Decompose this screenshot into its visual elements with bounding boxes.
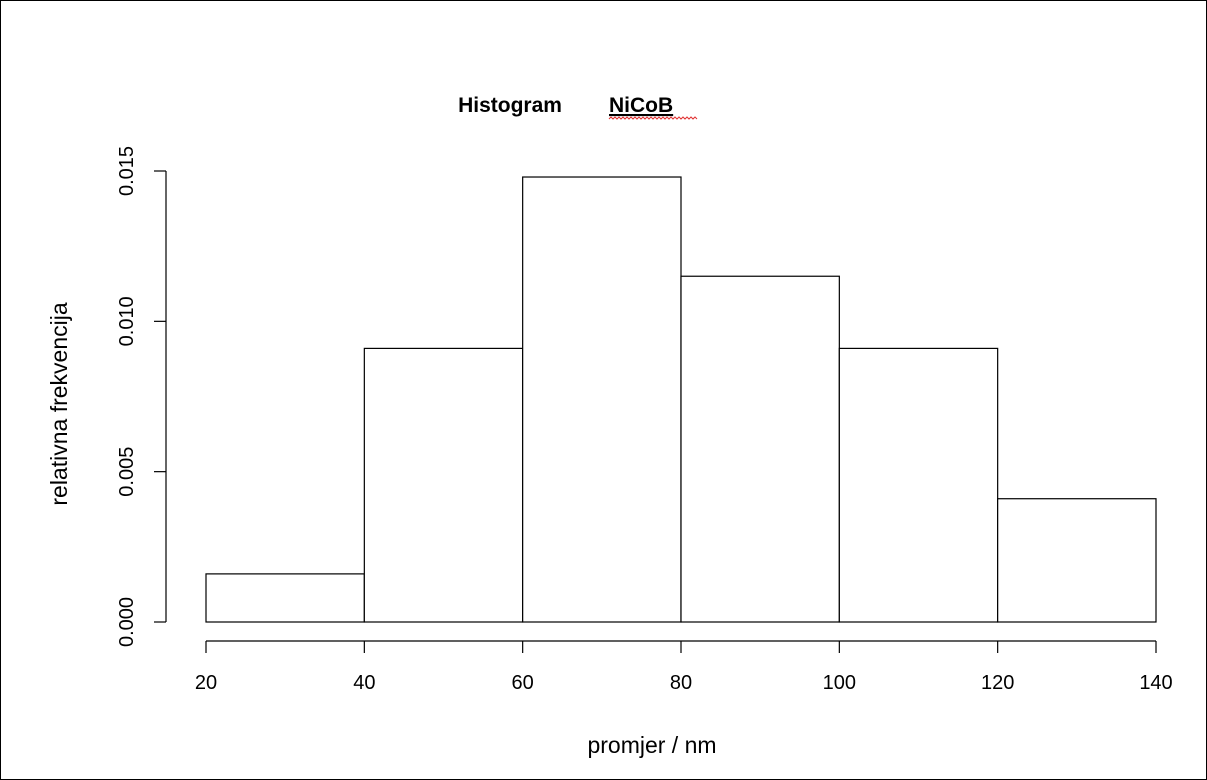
- histogram-bars: [205, 176, 1157, 623]
- histogram-bar-3: [680, 275, 840, 623]
- y-tick-label-2: 0.010: [116, 296, 138, 346]
- x-tick-label-2: 60: [512, 672, 534, 694]
- histogram-bar-2: [522, 176, 682, 623]
- x-axis: 20 40 60 80 100 120 140: [195, 640, 1173, 694]
- y-axis: 0.000 0.005 0.010 0.015: [116, 146, 167, 647]
- histogram-bar-4: [838, 347, 999, 623]
- histogram-bar-1: [363, 347, 524, 623]
- x-tick-label-3: 80: [670, 672, 692, 694]
- chart-title: Histogram: [458, 94, 562, 117]
- y-axis-label: relativna frekvencija: [46, 302, 72, 505]
- x-tick-label-0: 20: [195, 672, 217, 694]
- x-tick-label-4: 100: [823, 672, 856, 694]
- x-tick-label-6: 140: [1139, 672, 1172, 694]
- y-tick-label-3: 0.015: [116, 146, 138, 196]
- x-axis-label: promjer / nm: [587, 732, 716, 758]
- x-tick-label-1: 40: [353, 672, 375, 694]
- histogram-bar-5: [997, 498, 1157, 623]
- x-tick-label-5: 120: [981, 672, 1014, 694]
- y-tick-label-0: 0.000: [116, 597, 138, 647]
- spellcheck-underline: [608, 116, 698, 120]
- chart-title-suffix: NiCoB: [609, 94, 673, 117]
- histogram-bar-0: [205, 573, 365, 623]
- y-tick-label-1: 0.005: [116, 447, 138, 497]
